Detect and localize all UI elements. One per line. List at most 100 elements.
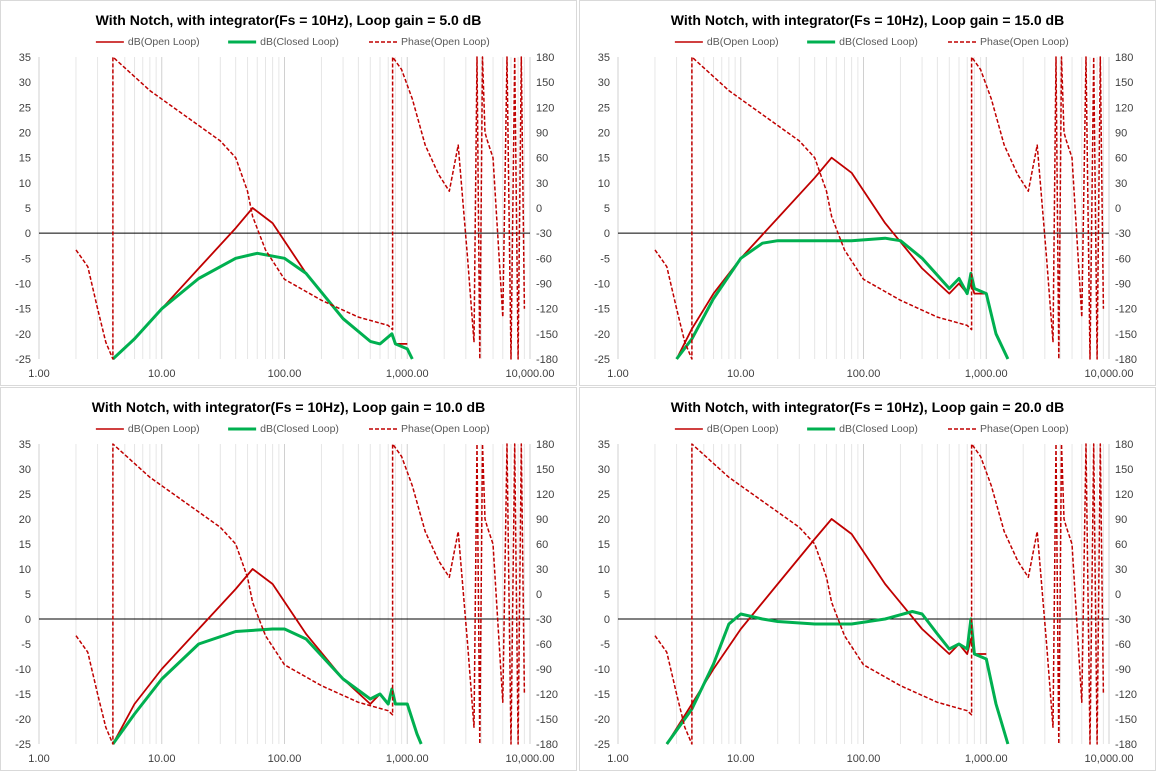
y2-tick-label: -120 <box>536 304 558 316</box>
y-tick-label: 0 <box>604 614 610 626</box>
y2-tick-label: 150 <box>1115 464 1133 476</box>
x-tick-label: 1.00 <box>607 368 628 380</box>
y2-tick-label: 0 <box>536 589 542 601</box>
legend-label: Phase(Open Loop) <box>980 423 1069 435</box>
y2-tick-label: -150 <box>1115 329 1137 341</box>
y-tick-label: -10 <box>15 279 31 291</box>
y-tick-label: 5 <box>604 203 610 215</box>
y2-tick-label: 150 <box>1115 77 1133 89</box>
y-tick-label: 35 <box>598 439 610 451</box>
legend-label: Phase(Open Loop) <box>401 423 490 435</box>
y2-tick-label: -60 <box>1115 253 1131 265</box>
y-tick-label: 35 <box>598 52 610 64</box>
y2-tick-label: 120 <box>536 489 554 501</box>
y2-tick-label: -120 <box>536 689 558 701</box>
chart-panel-gain-5: With Notch, with integrator(Fs = 10Hz), … <box>0 0 577 386</box>
x-tick-label: 10,000.00 <box>506 368 555 380</box>
y-tick-label: -20 <box>594 329 610 341</box>
chart-svg: With Notch, with integrator(Fs = 10Hz), … <box>594 399 1137 765</box>
y-tick-label: -15 <box>594 304 610 316</box>
chart-title: With Notch, with integrator(Fs = 10Hz), … <box>671 399 1064 415</box>
y2-tick-label: 180 <box>536 52 554 64</box>
y-tick-label: 10 <box>19 564 31 576</box>
y-tick-label: -10 <box>15 664 31 676</box>
y2-tick-label: 0 <box>1115 589 1121 601</box>
series-line <box>665 610 1010 745</box>
y2-tick-label: -60 <box>1115 639 1131 651</box>
x-tick-label: 1.00 <box>28 368 49 380</box>
legend-item: dB(Closed Loop) <box>807 36 918 48</box>
y-tick-label: 20 <box>598 514 610 526</box>
series-line <box>654 56 1105 360</box>
y2-tick-label: -150 <box>536 714 558 726</box>
y-tick-label: 30 <box>598 464 610 476</box>
y-tick-label: 20 <box>19 514 31 526</box>
x-tick-label: 1,000.00 <box>386 753 429 765</box>
y-tick-label: -15 <box>15 304 31 316</box>
x-tick-label: 10.00 <box>727 368 755 380</box>
legend-item: dB(Closed Loop) <box>228 36 339 48</box>
y2-tick-label: 90 <box>536 128 548 140</box>
y2-tick-label: 90 <box>536 514 548 526</box>
legend-label: Phase(Open Loop) <box>401 36 490 48</box>
plot-area <box>654 56 1105 360</box>
y2-tick-label: 30 <box>1115 564 1127 576</box>
legend-item: Phase(Open Loop) <box>948 423 1069 435</box>
x-tick-label: 100.00 <box>268 368 302 380</box>
legend-item: Phase(Open Loop) <box>369 36 490 48</box>
y-tick-label: 10 <box>19 178 31 190</box>
y2-tick-label: -30 <box>536 614 552 626</box>
x-tick-label: 100.00 <box>847 368 881 380</box>
y-tick-label: -25 <box>594 354 610 366</box>
x-tick-label: 1.00 <box>28 753 49 765</box>
y-tick-label: 5 <box>25 203 31 215</box>
x-tick-label: 100.00 <box>847 753 881 765</box>
y-tick-label: 15 <box>598 539 610 551</box>
y2-tick-label: -120 <box>1115 304 1137 316</box>
y2-tick-label: -180 <box>1115 354 1137 366</box>
legend-item: dB(Open Loop) <box>674 36 779 48</box>
y2-tick-label: 180 <box>1115 439 1133 451</box>
chart-title: With Notch, with integrator(Fs = 10Hz), … <box>96 12 482 28</box>
y-tick-label: 5 <box>25 589 31 601</box>
y2-tick-label: -60 <box>536 639 552 651</box>
legend-label: dB(Open Loop) <box>128 423 200 435</box>
legend-label: dB(Closed Loop) <box>839 423 918 435</box>
y-tick-label: 15 <box>598 153 610 165</box>
x-tick-label: 10,000.00 <box>1085 753 1134 765</box>
y2-tick-label: -30 <box>1115 614 1131 626</box>
legend-item: Phase(Open Loop) <box>948 36 1069 48</box>
y2-tick-label: 90 <box>1115 514 1127 526</box>
y2-tick-label: 150 <box>536 77 554 89</box>
y2-tick-label: 0 <box>536 203 542 215</box>
y2-tick-label: 180 <box>536 439 554 451</box>
x-tick-label: 100.00 <box>268 753 302 765</box>
y-tick-label: -5 <box>21 253 31 265</box>
y2-tick-label: 180 <box>1115 52 1133 64</box>
y-tick-label: 20 <box>19 128 31 140</box>
y2-tick-label: 60 <box>1115 539 1127 551</box>
y-tick-label: -25 <box>594 739 610 751</box>
chart-title: With Notch, with integrator(Fs = 10Hz), … <box>92 399 485 415</box>
y2-tick-label: -90 <box>1115 279 1131 291</box>
legend-item: dB(Closed Loop) <box>228 423 339 435</box>
y-tick-label: -25 <box>15 354 31 366</box>
series-line <box>654 443 1105 745</box>
y-tick-label: 30 <box>19 464 31 476</box>
y2-tick-label: 60 <box>536 153 548 165</box>
series-line <box>666 518 987 745</box>
legend-label: dB(Open Loop) <box>707 423 779 435</box>
y2-tick-label: -180 <box>536 354 558 366</box>
y2-tick-label: 120 <box>1115 102 1133 114</box>
y2-tick-label: 30 <box>536 564 548 576</box>
y-tick-label: -10 <box>594 279 610 291</box>
series-line <box>111 627 423 745</box>
y2-tick-label: 60 <box>1115 153 1127 165</box>
y-tick-label: 10 <box>598 178 610 190</box>
y-tick-label: 25 <box>598 102 610 114</box>
legend-label: dB(Closed Loop) <box>260 423 339 435</box>
legend-item: dB(Open Loop) <box>674 423 779 435</box>
x-tick-label: 1,000.00 <box>965 368 1008 380</box>
y2-tick-label: 120 <box>1115 489 1133 501</box>
y2-tick-label: -90 <box>536 664 552 676</box>
